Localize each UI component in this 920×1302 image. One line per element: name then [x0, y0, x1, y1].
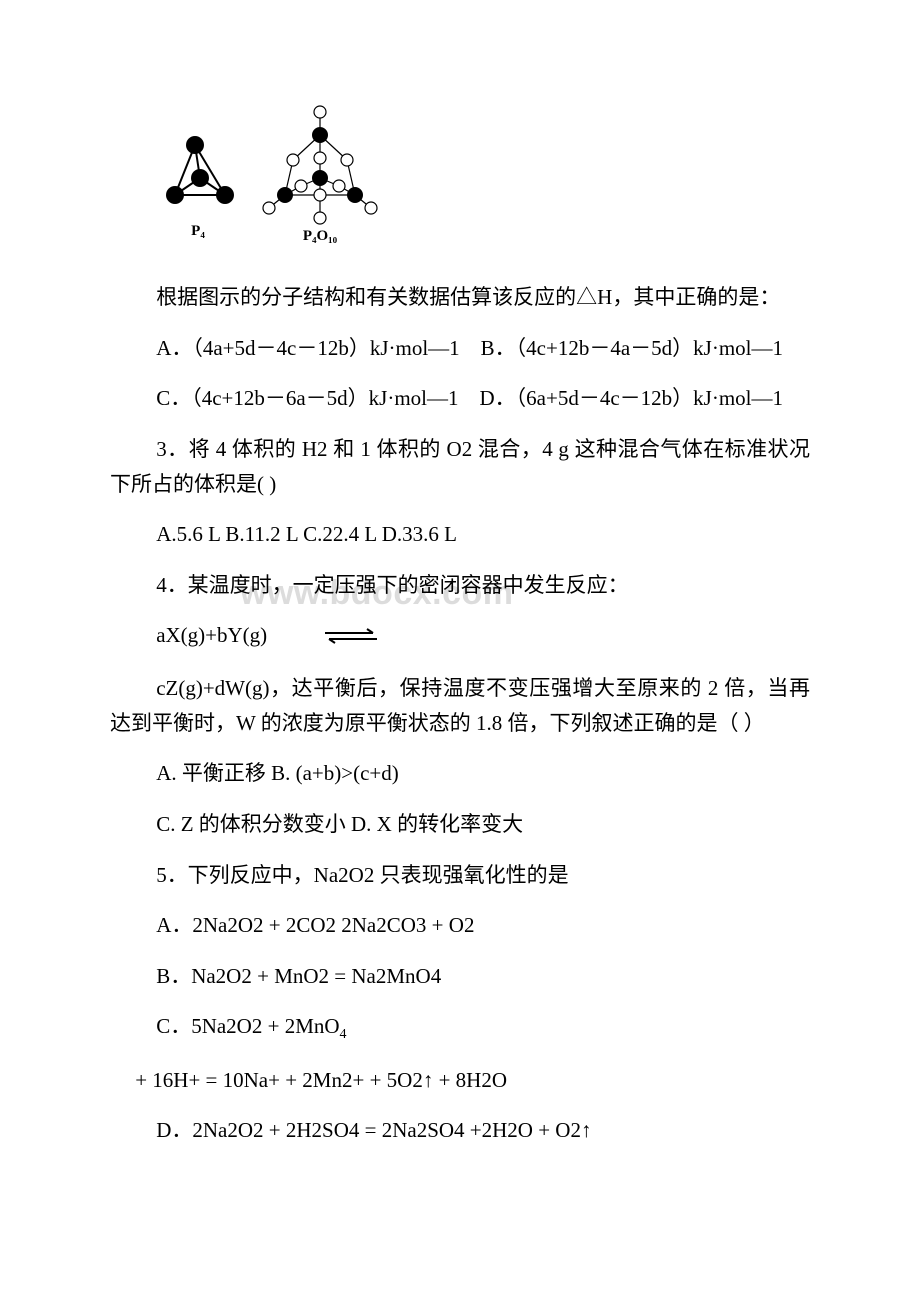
q5-opt-b: B．Na2O2 + MnO2 = Na2MnO4: [110, 959, 810, 994]
q3-stem: 3．将 4 体积的 H2 和 1 体积的 O2 混合，4 g 这种混合气体在标准…: [110, 432, 810, 501]
q2-stem: 根据图示的分子结构和有关数据估算该反应的△H，其中正确的是：: [110, 280, 810, 315]
q2-opt-cd: C．（4c+12b－6a－5d）kJ·mol—1 D．（6a+5d－4c－12b…: [110, 381, 810, 416]
q4-opt-ab: A. 平衡正移 B. (a+b)>(c+d): [110, 756, 810, 791]
svg-text:P₄: P₄: [191, 223, 205, 239]
q5-opt-c: C．5Na2O2 + 2MnO4: [110, 1009, 810, 1046]
molecular-figure: P₄: [150, 100, 810, 260]
svg-text:P₄O₁₀: P₄O₁₀: [303, 228, 338, 244]
equilibrium-arrow-icon: [276, 620, 378, 655]
q4-opt-cd: C. Z 的体积分数变小 D. X 的转化率变大: [110, 807, 810, 842]
q5-opt-a: A．2Na2O2 + 2CO2 2Na2CO3 + O2: [110, 908, 810, 943]
q4-equation: aX(g)+bY(g): [110, 618, 810, 655]
q5-opt-d: D．2Na2O2 + 2H2SO4 = 2Na2SO4 +2H2O + O2↑: [110, 1113, 810, 1148]
q5-opt-c-text: C．5Na2O2 + 2MnO: [156, 1014, 339, 1038]
q4-eq-text: aX(g)+bY(g): [156, 623, 267, 647]
q2-opt-ab: A．（4a+5d－4c－12b）kJ·mol—1 B．（4c+12b－4a－5d…: [110, 331, 810, 366]
q4-stem1: 4．某温度时，一定压强下的密闭容器中发生反应：: [110, 568, 810, 603]
q5-stem: 5．下列反应中，Na2O2 只表现强氧化性的是: [110, 858, 810, 893]
q5-opt-c-sub: 4: [340, 1028, 347, 1043]
q4-stem2: cZ(g)+dW(g)，达平衡后，保持温度不变压强增大至原来的 2 倍，当再达到…: [110, 671, 810, 740]
q5-opt-c-cont: + 16H+ = 10Na+ + 2Mn2+ + 5O2↑ + 8H2O: [110, 1063, 810, 1098]
q3-opts: A.5.6 L B.11.2 L C.22.4 L D.33.6 L: [110, 517, 810, 552]
